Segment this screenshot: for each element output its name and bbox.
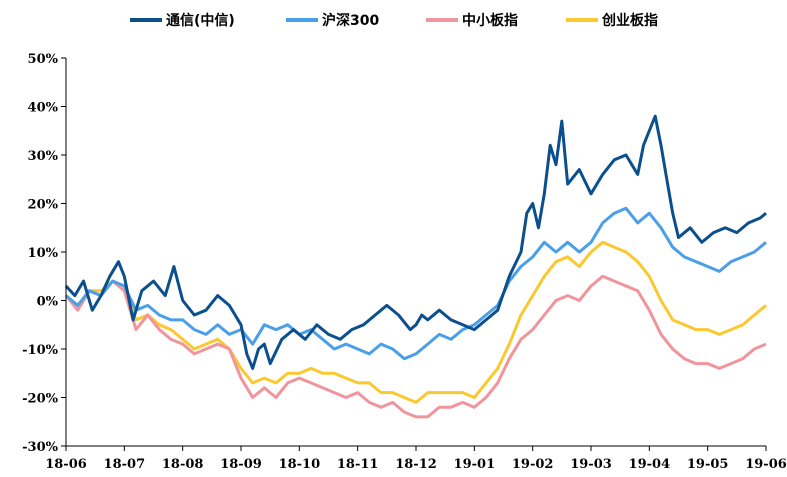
x-tick-label: 18-10	[279, 457, 321, 472]
legend-item-series-1: 通信(中信)	[130, 8, 235, 32]
x-tick-label: 19-01	[454, 457, 496, 472]
x-tick-label: 19-06	[745, 457, 787, 472]
x-tick-label: 18-08	[162, 457, 204, 472]
y-tick-label: 50%	[28, 52, 59, 67]
x-axis-ticks: 18-06 18-07 18-08 18-09 18-10 18-11 18-12 19-01…	[45, 446, 787, 472]
series-line-4	[65, 240, 767, 404]
legend-item-series-3: 中小板指	[426, 8, 518, 32]
series-lines	[64, 114, 767, 419]
y-tick-label: 20%	[28, 198, 59, 213]
legend-item-series-2: 沪深300	[286, 8, 379, 32]
x-tick-label: 19-05	[687, 457, 729, 472]
x-tick-label: 18-07	[104, 457, 146, 472]
legend-swatch-series-3	[426, 18, 458, 22]
x-tick-label: 18-12	[395, 457, 437, 472]
x-tick-label: 19-03	[570, 457, 612, 472]
legend-swatch-series-1	[130, 18, 162, 22]
y-axis-ticks: 50% 40% 30% 20% 10% 0% -10% -20% -30%	[22, 52, 66, 455]
y-tick-label: -10%	[22, 343, 58, 358]
x-tick-label: 18-09	[220, 457, 262, 472]
x-tick-label: 19-04	[629, 457, 671, 472]
y-tick-label: 10%	[28, 246, 59, 261]
legend-label-series-2: 沪深300	[322, 13, 380, 29]
legend-label-series-4: 创业板指	[602, 13, 658, 29]
y-tick-label: -30%	[22, 440, 58, 455]
legend-swatch-series-2	[286, 18, 318, 22]
x-tick-label: 18-11	[337, 457, 379, 472]
legend: 通信(中信) 沪深300 中小板指 创业板指	[0, 8, 787, 32]
series-line-2	[65, 206, 767, 361]
series-line-1	[64, 114, 767, 370]
legend-label-series-1: 通信(中信)	[166, 13, 235, 29]
x-tick-label: 18-06	[45, 457, 87, 472]
y-tick-label: 30%	[28, 149, 59, 164]
y-tick-label: 0%	[37, 295, 59, 310]
legend-item-series-4: 创业板指	[566, 8, 658, 32]
legend-swatch-series-4	[566, 18, 598, 22]
series-line-3	[64, 274, 767, 419]
y-tick-label: 40%	[28, 101, 59, 116]
y-tick-label: -20%	[22, 392, 58, 407]
legend-label-series-3: 中小板指	[462, 13, 518, 29]
x-tick-label: 19-02	[512, 457, 554, 472]
